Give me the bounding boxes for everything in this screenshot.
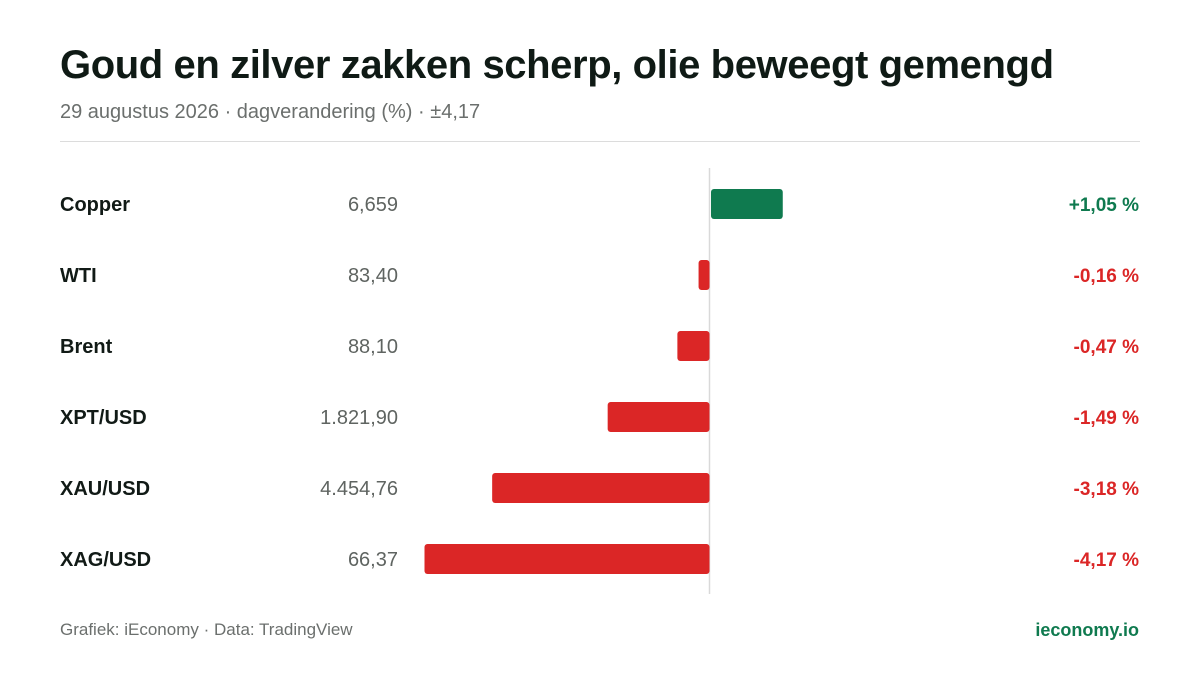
value-label: -0,16 % (1074, 266, 1140, 287)
brand-link[interactable]: ieconomy.io (1035, 620, 1139, 640)
bar (492, 473, 710, 503)
price-label: 4.454,76 (320, 478, 398, 500)
source-credit: Grafiek: iEconomy · Data: TradingView (60, 620, 353, 639)
price-label: 83,40 (348, 265, 398, 287)
value-label: -0,47 % (1074, 337, 1140, 358)
price-label: 6,659 (348, 194, 398, 216)
value-label: -4,17 % (1074, 550, 1140, 571)
header-divider (60, 141, 1140, 142)
value-label: -3,18 % (1074, 479, 1140, 500)
category-label: XAU/USD (60, 478, 150, 500)
bar (698, 260, 710, 290)
category-label: XPT/USD (60, 407, 147, 429)
value-label: +1,05 % (1069, 195, 1139, 216)
category-label: XAG/USD (60, 549, 151, 571)
bar-row: Brent 88,10 -0,47 % (60, 331, 1139, 361)
value-label: -1,49 % (1074, 408, 1140, 429)
bar-row: WTI 83,40 -0,16 % (60, 260, 1139, 290)
bar-row: XAU/USD 4.454,76 -3,18 % (60, 473, 1139, 503)
chart-subtitle: 29 augustus 2026 · dagverandering (%) · … (60, 101, 481, 123)
bar-row: XPT/USD 1.821,90 -1,49 % (60, 402, 1139, 432)
category-label: Brent (60, 336, 113, 358)
bar (424, 544, 710, 574)
price-label: 66,37 (348, 549, 398, 571)
chart-title: Goud en zilver zakken scherp, olie bewee… (60, 43, 1054, 87)
bar-row: Copper 6,659 +1,05 % (60, 189, 1139, 219)
bar (677, 331, 710, 361)
bar (607, 402, 710, 432)
category-label: WTI (60, 265, 97, 287)
bar (711, 189, 783, 219)
price-label: 88,10 (348, 336, 398, 358)
category-label: Copper (60, 194, 130, 216)
price-label: 1.821,90 (320, 407, 398, 429)
bar-row: XAG/USD 66,37 -4,17 % (60, 544, 1139, 574)
